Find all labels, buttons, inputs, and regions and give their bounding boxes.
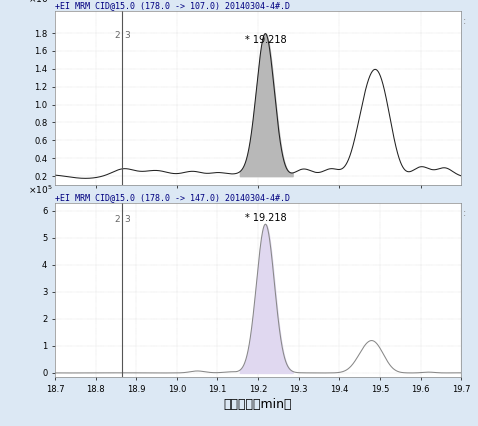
Text: :: : — [463, 208, 467, 218]
Text: 2: 2 — [114, 215, 120, 224]
Text: $\times$10$^{4}$: $\times$10$^{4}$ — [28, 0, 53, 5]
Text: +EI MRM CID@15.0 (178.0 -> 147.0) 20140304-4#.D: +EI MRM CID@15.0 (178.0 -> 147.0) 201403… — [55, 193, 290, 202]
X-axis label: 采集时间（min）: 采集时间（min） — [224, 398, 293, 411]
Text: +EI MRM CID@15.0 (178.0 -> 107.0) 20140304-4#.D: +EI MRM CID@15.0 (178.0 -> 107.0) 201403… — [55, 1, 290, 10]
Text: $\times$10$^{5}$: $\times$10$^{5}$ — [28, 184, 53, 196]
Text: 3: 3 — [124, 31, 130, 40]
Text: * 19.218: * 19.218 — [245, 35, 286, 45]
Text: :: : — [463, 16, 467, 26]
Text: * 19.218: * 19.218 — [245, 213, 286, 223]
Text: 3: 3 — [124, 215, 130, 224]
Text: 2: 2 — [114, 31, 120, 40]
